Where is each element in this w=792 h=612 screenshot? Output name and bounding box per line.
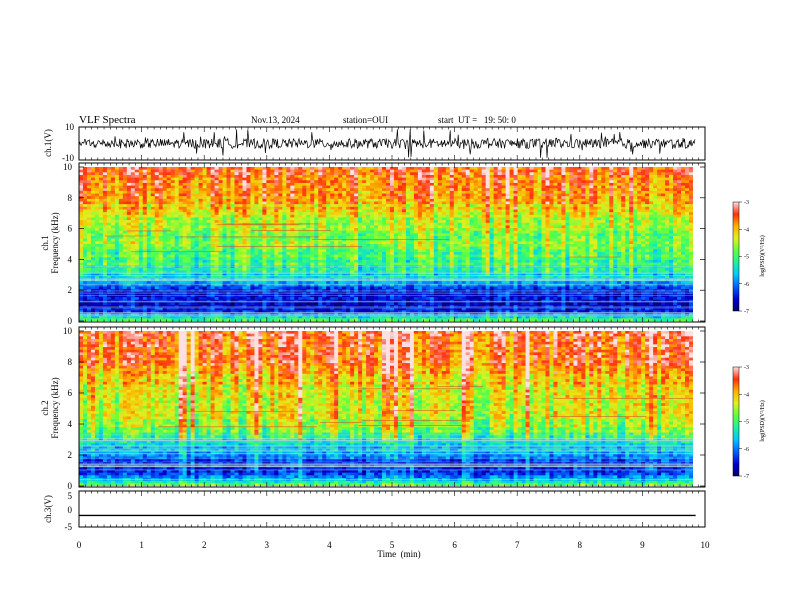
time-tick-label: 5 bbox=[390, 540, 395, 550]
time-tick-label: 3 bbox=[265, 540, 270, 550]
ch2-colorbar: -3 -4 -5 -6 -7 log(PSD)(V²/Hz) bbox=[732, 365, 766, 480]
colorbar-tick-label: -3 bbox=[744, 200, 749, 206]
ch1-ytick-top: 10 bbox=[65, 122, 75, 132]
time-tick-label: 9 bbox=[640, 540, 645, 550]
ch1-spectrogram-ylabel-freq: Frequency (kHz) bbox=[50, 212, 60, 273]
ch1-spectrogram-xticks bbox=[78, 163, 706, 322]
time-axis-label: Time (min) bbox=[377, 549, 420, 559]
ch1-colorbar: -3 -4 -5 -6 -7 log(PSD)(V²/Hz) bbox=[732, 200, 766, 315]
ch1-spectrogram-yticks: 0 2 4 6 8 10 bbox=[63, 162, 705, 326]
colorbar-tick-label: -6 bbox=[744, 282, 749, 288]
ch3-ytick-mid: 0 bbox=[68, 505, 73, 515]
colorbar-tick-label: -4 bbox=[744, 392, 749, 398]
colorbar-tick-label: -7 bbox=[744, 309, 749, 315]
header-date: Nov.13, 2024 bbox=[251, 115, 300, 125]
ch1-spectrogram-ylabel-channel: ch.1 bbox=[40, 235, 50, 250]
ch3-ytick-top: 5 bbox=[68, 491, 73, 501]
colorbar-tick-label: -4 bbox=[744, 227, 749, 233]
ch2-spectrogram-ylabel-freq: Frequency (kHz) bbox=[50, 377, 60, 438]
ch1-spectrogram-heatmap bbox=[79, 167, 693, 321]
time-tick-label: 8 bbox=[578, 540, 583, 550]
frequency-tick-label: 8 bbox=[68, 357, 73, 367]
ch2-colorbar-gradient bbox=[732, 366, 740, 477]
time-axis-tick-labels: 0 1 2 3 4 5 6 7 8 9 10 bbox=[77, 540, 710, 550]
ch1-waveform-ticks bbox=[78, 127, 706, 160]
header-station: station=OUI bbox=[343, 115, 388, 125]
frequency-tick-label: 6 bbox=[68, 388, 73, 398]
time-tick-label: 4 bbox=[327, 540, 332, 550]
ch3-ytick-bottom: -5 bbox=[65, 522, 73, 532]
time-tick-label: 1 bbox=[139, 540, 144, 550]
ch1-ytick-bottom: -10 bbox=[62, 153, 74, 163]
frequency-tick-label: 4 bbox=[68, 254, 73, 264]
time-tick-label: 7 bbox=[515, 540, 520, 550]
frequency-tick-label: 8 bbox=[68, 193, 73, 203]
ch1-colorbar-gradient bbox=[732, 201, 740, 312]
ch1-spectrogram-panel: 0 2 4 6 8 10 ch.1 Frequency (kHz) bbox=[40, 162, 706, 326]
colorbar-tick-label: -3 bbox=[744, 365, 749, 371]
ch1-waveform-line bbox=[78, 129, 696, 158]
ch3-waveform-ticks bbox=[78, 491, 706, 527]
ch2-spectrogram-yticks: 0 2 4 6 8 10 bbox=[63, 326, 705, 491]
colorbar-tick-label: -7 bbox=[744, 474, 749, 480]
frequency-tick-label: 6 bbox=[68, 224, 73, 234]
time-tick-label: 0 bbox=[77, 540, 82, 550]
ch2-colorbar-label: log(PSD)(V²/Hz) bbox=[759, 400, 766, 441]
colorbar-tick-label: -5 bbox=[744, 420, 749, 426]
frequency-tick-label: 0 bbox=[68, 316, 73, 326]
ch2-spectrogram-ylabel-channel: ch.2 bbox=[40, 400, 50, 415]
frequency-tick-label: 10 bbox=[63, 326, 73, 336]
ch1-waveform-panel: 10 -10 ch.1(V) bbox=[43, 122, 706, 163]
frequency-tick-label: 2 bbox=[68, 450, 73, 460]
ch2-spectrogram-panel: 0 2 4 6 8 10 ch.2 Frequency (kHz) bbox=[40, 326, 706, 491]
header-start-time: start UT = 19: 50: 0 bbox=[438, 115, 516, 125]
frequency-tick-label: 4 bbox=[68, 419, 73, 429]
ch2-colorbar-ticks: -3 -4 -5 -6 -7 bbox=[739, 365, 749, 480]
frequency-tick-label: 0 bbox=[68, 481, 73, 491]
ch3-waveform-panel: 5 0 -5 ch.3(V) bbox=[43, 490, 706, 532]
ch1-waveform-ylabel: ch.1(V) bbox=[43, 129, 53, 157]
ch3-waveform-ylabel: ch.3(V) bbox=[43, 495, 53, 523]
ch3-waveform-frame bbox=[78, 490, 706, 528]
time-tick-label: 2 bbox=[202, 540, 207, 550]
frequency-tick-label: 2 bbox=[68, 285, 73, 295]
colorbar-tick-label: -5 bbox=[744, 255, 749, 261]
time-tick-label: 6 bbox=[452, 540, 457, 550]
ch1-colorbar-label: log(PSD)(V²/Hz) bbox=[759, 235, 766, 276]
ch2-spectrogram-xticks bbox=[78, 327, 706, 487]
figure-title: VLF Spectra bbox=[79, 114, 136, 126]
colorbar-tick-label: -6 bbox=[744, 447, 749, 453]
ch1-colorbar-ticks: -3 -4 -5 -6 -7 bbox=[739, 200, 749, 315]
frequency-tick-label: 10 bbox=[63, 162, 73, 172]
ch2-spectrogram-heatmap bbox=[79, 331, 693, 486]
time-tick-label: 10 bbox=[701, 540, 711, 550]
